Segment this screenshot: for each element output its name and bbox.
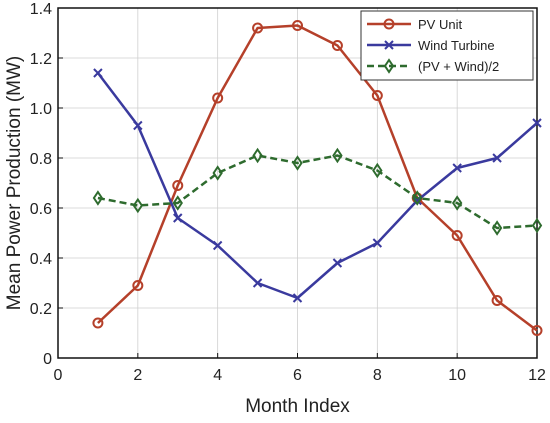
series-1-point — [331, 40, 343, 51]
series-3-point — [412, 190, 423, 206]
series-2-point — [133, 120, 143, 131]
series-2-point — [452, 163, 462, 173]
series-1-point — [252, 22, 264, 34]
y-tick-label: 0.8 — [30, 151, 52, 168]
legend-label: (PV + Wind)/2 — [418, 59, 499, 74]
x-tick-label: 6 — [293, 367, 302, 384]
legend-label: Wind Turbine — [418, 38, 495, 53]
series-2-point — [173, 213, 183, 223]
series-1-point — [292, 20, 303, 31]
y-tick-label: 1.0 — [30, 101, 52, 118]
series-2-point — [212, 240, 223, 251]
series-2-point-stroke — [412, 195, 422, 206]
x-tick-label: 12 — [528, 367, 546, 384]
series-2-point — [532, 118, 542, 128]
series-1-point — [531, 325, 543, 336]
series-3-point — [212, 165, 223, 181]
y-tick-label: 0.6 — [30, 201, 52, 218]
series-3-point — [132, 197, 144, 214]
series-3-point — [491, 220, 503, 236]
series-2-point-stroke — [252, 278, 263, 288]
series-2-point-stroke — [492, 153, 502, 163]
series-3-point — [92, 190, 104, 206]
legend-swatch-point-stroke — [384, 40, 394, 50]
series-2-point-stroke — [452, 163, 462, 173]
series-3-point — [531, 217, 543, 234]
series-2-line — [96, 72, 538, 300]
series-2-group — [93, 68, 542, 303]
legend-swatch-point — [383, 18, 395, 30]
x-tick-label: 10 — [448, 367, 466, 384]
series-3-point — [172, 195, 183, 211]
series-3-point — [332, 147, 343, 164]
series-group — [92, 20, 543, 336]
series-1-point — [212, 92, 224, 104]
series-2-point — [93, 68, 103, 78]
series-2-point — [332, 258, 343, 268]
series-2-point — [292, 293, 303, 303]
series-3-point — [292, 155, 303, 171]
y-tick-label: 0.4 — [30, 251, 52, 268]
series-1-point — [451, 230, 463, 241]
series-2-point-stroke — [93, 68, 103, 78]
x-tick-label: 2 — [133, 367, 142, 384]
series-1-point — [371, 90, 383, 101]
series-3-point — [451, 195, 463, 211]
series-1-point — [132, 280, 144, 291]
x-axis-title: Month Index — [245, 396, 350, 417]
x-tick-label: 8 — [373, 367, 382, 384]
y-axis-title: Mean Power Production (MW) — [4, 56, 25, 310]
series-2-point — [372, 238, 383, 248]
series-2-point-stroke — [173, 213, 183, 223]
series-2-point — [492, 153, 502, 163]
legend-label: PV Unit — [418, 17, 462, 32]
y-tick-label: 0 — [43, 351, 52, 368]
x-tick-label: 0 — [54, 367, 63, 384]
x-tick-label: 4 — [213, 367, 222, 384]
series-2-point-stroke — [332, 258, 343, 268]
y-tick-label: 1.2 — [30, 51, 52, 68]
series-2-point-stroke — [372, 238, 383, 248]
series-3-group — [92, 147, 543, 236]
series-1-point — [491, 295, 503, 306]
series-1-point — [172, 180, 184, 191]
y-tick-label: 0.2 — [30, 301, 52, 318]
legend-swatch-point — [383, 58, 395, 74]
series-2-point — [252, 278, 263, 288]
series-2-point-stroke — [292, 293, 303, 303]
series-1-point — [92, 317, 104, 329]
series-2-point — [412, 195, 422, 206]
series-2-point-stroke — [532, 118, 542, 128]
series-3-point — [252, 147, 263, 164]
axis-ticks: 0 2 4 6 8 10 12 0 0.2 0.4 0.6 0.8 1.0 1.2 1.4 — [30, 1, 546, 384]
series-3-point — [372, 162, 383, 179]
series-3-line — [97, 154, 538, 230]
legend: PV Unit Wind Turbine (PV + Wind)/2 — [360, 10, 534, 81]
y-tick-label: 1.4 — [30, 1, 52, 18]
series-2-point-stroke — [212, 240, 223, 251]
series-2-point-stroke — [133, 120, 143, 131]
legend-swatch-point — [384, 40, 394, 50]
